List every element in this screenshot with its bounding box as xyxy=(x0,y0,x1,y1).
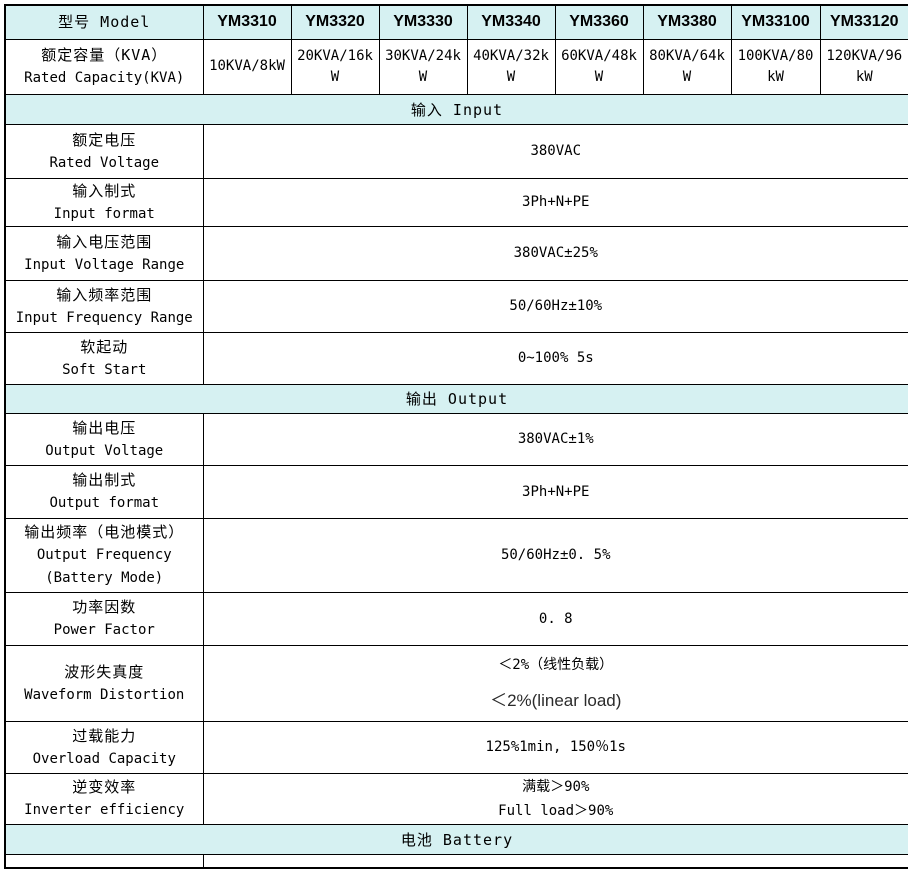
model-header-row: 型号 Model YM3310 YM3320 YM3330 YM3340 YM3… xyxy=(5,5,908,39)
spec-label-zh: 逆变效率 xyxy=(6,775,203,799)
spec-label-cell: 输入电压范围 Input Voltage Range xyxy=(5,226,203,280)
capacity-value: 80KVA/64kW xyxy=(643,39,731,94)
spec-row-soft-start: 软起动 Soft Start 0~100% 5s xyxy=(5,332,908,384)
partial-value-cell xyxy=(203,854,908,868)
spec-label-en: Overload Capacity xyxy=(6,748,203,771)
spec-value-cell: 50/60Hz±10% xyxy=(203,280,908,332)
spec-value-cell: 满载＞90% Full load＞90% xyxy=(203,773,908,824)
spec-row-output-frequency: 输出频率（电池模式） Output Frequency (Battery Mod… xyxy=(5,518,908,592)
partial-label-cell xyxy=(5,854,203,868)
section-title-input: 输入 Input xyxy=(5,94,908,124)
spec-label-zh: 输出制式 xyxy=(6,468,203,492)
spec-value-line: ＜2%（线性负载） xyxy=(204,653,908,677)
model-cell-ym3310: YM3310 xyxy=(203,5,291,39)
spec-label-cell: 过载能力 Overload Capacity xyxy=(5,721,203,773)
spec-label-en: Input format xyxy=(6,203,203,226)
capacity-value: 100KVA/80kW xyxy=(731,39,820,94)
section-header-input: 输入 Input xyxy=(5,94,908,124)
model-cell-ym3380: YM3380 xyxy=(643,5,731,39)
spec-label-cell: 输出频率（电池模式） Output Frequency (Battery Mod… xyxy=(5,518,203,592)
spec-value-line: ＜2%(linear load) xyxy=(204,689,908,713)
spec-label-en2: (Battery Mode) xyxy=(6,567,203,590)
spec-label-cell: 输入制式 Input format xyxy=(5,178,203,226)
spec-row-overload-capacity: 过载能力 Overload Capacity 125%1min, 150％1s xyxy=(5,721,908,773)
spec-label-cell: 波形失真度 Waveform Distortion xyxy=(5,645,203,721)
capacity-value: 20KVA/16kW xyxy=(291,39,379,94)
spec-value-cell: 380VAC xyxy=(203,124,908,178)
spec-label-en: Input Voltage Range xyxy=(6,254,203,277)
spec-label-zh: 输入电压范围 xyxy=(6,230,203,254)
spec-value-cell: 3Ph+N+PE xyxy=(203,178,908,226)
section-title-battery: 电池 Battery xyxy=(5,824,908,854)
spec-label-en: Inverter efficiency xyxy=(6,799,203,822)
spec-label-zh: 波形失真度 xyxy=(6,660,203,684)
spec-value-cell: ＜2%（线性负载） ＜2%(linear load) xyxy=(203,645,908,721)
spec-label-cell: 输出制式 Output format xyxy=(5,465,203,518)
spec-value-cell: 50/60Hz±0. 5% xyxy=(203,518,908,592)
spec-label-zh: 输出电压 xyxy=(6,416,203,440)
spec-label-en: Input Frequency Range xyxy=(6,307,203,330)
spec-row-power-factor: 功率因数 Power Factor 0. 8 xyxy=(5,592,908,645)
spec-row-input-format: 输入制式 Input format 3Ph+N+PE xyxy=(5,178,908,226)
spec-value-cell: 380VAC±1% xyxy=(203,413,908,465)
capacity-label-en: Rated Capacity(KVA) xyxy=(6,67,203,90)
model-cell-ym3330: YM3330 xyxy=(379,5,467,39)
partial-row xyxy=(5,854,908,868)
spec-label-cell: 逆变效率 Inverter efficiency xyxy=(5,773,203,824)
spec-value-line: Full load＞90% xyxy=(204,799,908,823)
capacity-row: 额定容量（KVA） Rated Capacity(KVA) 10KVA/8kW … xyxy=(5,39,908,94)
spec-label-en: Power Factor xyxy=(6,619,203,642)
spec-value-cell: 0. 8 xyxy=(203,592,908,645)
spec-label-zh: 额定电压 xyxy=(6,128,203,152)
spec-label-cell: 输出电压 Output Voltage xyxy=(5,413,203,465)
model-cell-ym33100: YM33100 xyxy=(731,5,820,39)
section-title-output: 输出 Output xyxy=(5,384,908,413)
spec-label-zh: 输入制式 xyxy=(6,179,203,203)
section-header-battery: 电池 Battery xyxy=(5,824,908,854)
spec-label-en: Rated Voltage xyxy=(6,152,203,175)
spec-label-zh: 输入频率范围 xyxy=(6,283,203,307)
capacity-value: 120KVA/96kW xyxy=(820,39,908,94)
spec-row-waveform-distortion: 波形失真度 Waveform Distortion ＜2%（线性负载） ＜2%(… xyxy=(5,645,908,721)
spec-row-input-frequency-range: 输入频率范围 Input Frequency Range 50/60Hz±10% xyxy=(5,280,908,332)
spec-label-en: Waveform Distortion xyxy=(6,684,203,707)
spec-label-cell: 功率因数 Power Factor xyxy=(5,592,203,645)
spec-label-cell: 软起动 Soft Start xyxy=(5,332,203,384)
spec-row-output-voltage: 输出电压 Output Voltage 380VAC±1% xyxy=(5,413,908,465)
capacity-value: 40KVA/32kW xyxy=(467,39,555,94)
spec-label-zh: 过载能力 xyxy=(6,724,203,748)
spec-label-cell: 输入频率范围 Input Frequency Range xyxy=(5,280,203,332)
spec-value-cell: 380VAC±25% xyxy=(203,226,908,280)
capacity-label-zh: 额定容量（KVA） xyxy=(6,43,203,67)
spec-label-zh: 软起动 xyxy=(6,335,203,359)
spec-value-cell: 125%1min, 150％1s xyxy=(203,721,908,773)
spec-label-en: Output Frequency xyxy=(6,544,203,567)
model-cell-ym3360: YM3360 xyxy=(555,5,643,39)
model-cell-ym3320: YM3320 xyxy=(291,5,379,39)
model-cell-ym33120: YM33120 xyxy=(820,5,908,39)
spec-label-zh: 功率因数 xyxy=(6,595,203,619)
section-header-output: 输出 Output xyxy=(5,384,908,413)
capacity-value: 10KVA/8kW xyxy=(203,39,291,94)
spec-value-line: 满载＞90% xyxy=(204,775,908,799)
capacity-value: 60KVA/48kW xyxy=(555,39,643,94)
spec-row-rated-voltage: 额定电压 Rated Voltage 380VAC xyxy=(5,124,908,178)
spec-label-zh: 输出频率（电池模式） xyxy=(6,520,203,544)
spec-row-inverter-efficiency: 逆变效率 Inverter efficiency 满载＞90% Full loa… xyxy=(5,773,908,824)
spec-table-container: 型号 Model YM3310 YM3320 YM3330 YM3340 YM3… xyxy=(4,4,903,869)
ups-spec-table: 型号 Model YM3310 YM3320 YM3330 YM3340 YM3… xyxy=(4,4,908,869)
model-header-label-cell: 型号 Model xyxy=(5,5,203,39)
spec-value-cell: 3Ph+N+PE xyxy=(203,465,908,518)
model-cell-ym3340: YM3340 xyxy=(467,5,555,39)
spec-label-en: Soft Start xyxy=(6,359,203,382)
spec-row-input-voltage-range: 输入电压范围 Input Voltage Range 380VAC±25% xyxy=(5,226,908,280)
spec-value-cell: 0~100% 5s xyxy=(203,332,908,384)
spec-label-en: Output format xyxy=(6,492,203,515)
capacity-value: 30KVA/24kW xyxy=(379,39,467,94)
spec-label-cell: 额定电压 Rated Voltage xyxy=(5,124,203,178)
spec-label-en: Output Voltage xyxy=(6,440,203,463)
capacity-label-cell: 额定容量（KVA） Rated Capacity(KVA) xyxy=(5,39,203,94)
spec-row-output-format: 输出制式 Output format 3Ph+N+PE xyxy=(5,465,908,518)
